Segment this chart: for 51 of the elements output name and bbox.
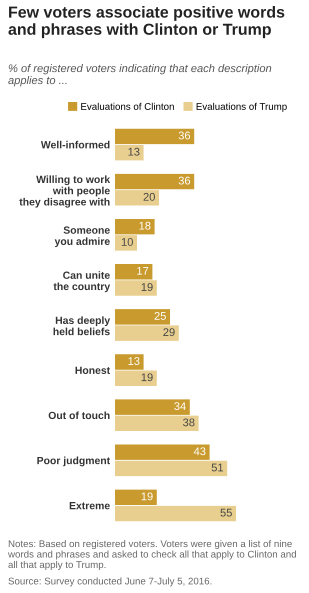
data-label: 19: [142, 283, 153, 291]
bar: [115, 444, 210, 460]
y-tick-label: Willing to work with people they disagree with: [19, 175, 110, 208]
bar: [115, 190, 159, 206]
data-label: 29: [163, 328, 175, 336]
y-tick-label: Well-informed: [40, 140, 110, 148]
data-label: 17: [137, 267, 148, 275]
chart-title: Few voters associate positive words and phrases with Clinton or Trump: [8, 6, 284, 38]
data-label: 19: [142, 492, 153, 500]
data-label: 13: [128, 357, 140, 365]
bar: [115, 144, 144, 160]
bar: [115, 490, 157, 506]
bar: [115, 235, 137, 251]
data-label: 20: [144, 192, 155, 201]
y-tick-label: Poor judgment: [37, 456, 110, 466]
y-tick-label: Can unite the country: [54, 271, 110, 292]
data-label: 19: [142, 373, 153, 382]
data-label: 51: [212, 464, 224, 472]
bar: [115, 370, 157, 386]
bar: [115, 174, 194, 190]
bar: [115, 506, 236, 522]
data-label: 34: [174, 402, 186, 410]
data-label: 43: [194, 447, 206, 456]
bar: [115, 309, 170, 325]
bar: [115, 460, 228, 476]
y-tick-label: Honest: [76, 366, 110, 374]
data-label: 13: [128, 148, 140, 156]
bar: [115, 354, 144, 370]
bar: [115, 264, 152, 280]
y-tick-label: Out of touch: [48, 411, 110, 420]
data-label: 36: [178, 132, 190, 140]
source-note: Source: Survey conducted June 7-July 5, 2016.: [8, 577, 212, 586]
data-label: 55: [220, 508, 232, 517]
legend-label: Evaluations of Clinton: [81, 102, 174, 110]
bar: [115, 280, 157, 296]
data-label: 25: [154, 312, 166, 320]
legend-label: Evaluations of Trump: [196, 102, 287, 112]
bar: [115, 399, 190, 415]
y-tick-label: Someone you admire: [54, 226, 110, 248]
bar: [115, 128, 194, 144]
bar: [115, 218, 155, 234]
data-label: 36: [178, 176, 190, 185]
bar: [115, 325, 179, 341]
data-label: 18: [139, 222, 150, 230]
y-tick-label: Has deeply held beliefs: [54, 316, 110, 336]
bar: [115, 416, 199, 432]
data-label: 10: [122, 238, 133, 246]
chart-subtitle: % of registered voters indicating that each description applies to ...: [8, 64, 272, 86]
y-tick-label: Extreme: [70, 502, 110, 510]
data-label: 38: [183, 418, 194, 426]
text: Notes: Based on registered voters. Voters were given a list of nine words and phrases and asked to check all that apply to Clinton and all that apply to Trump.: [8, 540, 296, 570]
